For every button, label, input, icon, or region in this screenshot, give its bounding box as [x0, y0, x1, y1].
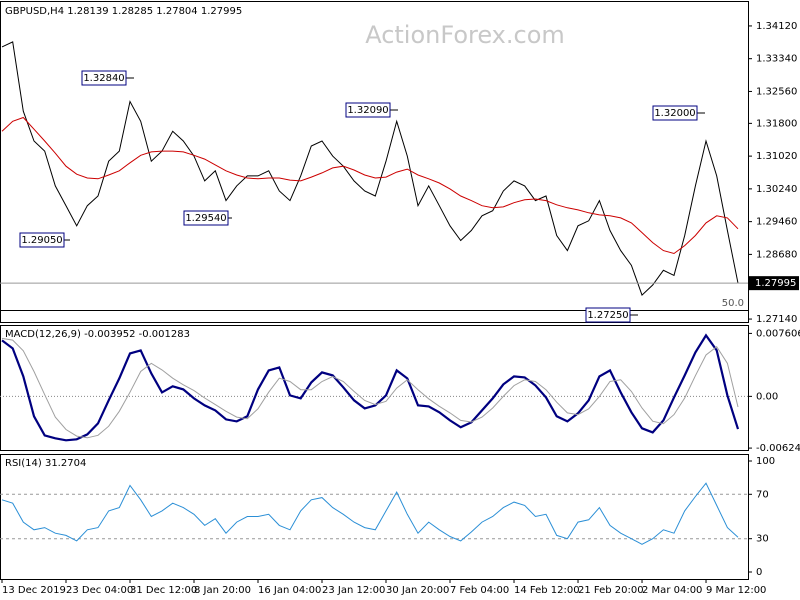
series-line — [1, 116, 739, 255]
y-tick-label: 1.31800 — [756, 118, 797, 129]
annotation-label: 1.27250 — [587, 310, 628, 321]
annotation-box — [81, 70, 127, 86]
y-tick-label: 0 — [756, 567, 762, 578]
fib-label: 50.0 — [722, 298, 744, 309]
annotation-box — [585, 307, 631, 323]
y-tick-label: 1.31020 — [756, 151, 797, 162]
y-tick-label: 0.007606 — [756, 328, 800, 339]
annotation-box — [345, 102, 391, 118]
annotation-box — [19, 232, 65, 248]
series-line — [1, 333, 740, 442]
series-line — [1, 41, 739, 296]
macd-title: MACD(12,26,9) -0.003952 -0.001283 — [5, 329, 190, 340]
y-tick-label: 1.34120 — [756, 21, 797, 32]
annotation-box — [183, 210, 229, 226]
y-tick-label: 30 — [756, 534, 769, 545]
annotation-label: 1.29540 — [185, 213, 226, 224]
x-tick-label: 2 Mar 04:00 — [642, 585, 702, 596]
current-price-box — [749, 276, 799, 291]
y-tick-label: 1.33340 — [756, 54, 797, 65]
x-tick-label: 14 Feb 12:00 — [514, 585, 580, 596]
series-line — [1, 337, 739, 439]
x-tick-label: 21 Feb 20:00 — [578, 585, 644, 596]
annotation-label: 1.32000 — [654, 108, 695, 119]
macd-panel — [0, 325, 749, 451]
y-tick-label: 0.00 — [756, 391, 778, 402]
y-tick-label: -0.006248 — [756, 443, 800, 454]
price-panel — [0, 1, 749, 323]
x-tick-label: 7 Feb 04:00 — [450, 585, 509, 596]
annotation-box — [652, 105, 698, 121]
rsi-panel — [0, 454, 749, 580]
y-tick-label: 1.29460 — [756, 217, 797, 228]
x-tick-label: 31 Dec 12:00 — [130, 585, 197, 596]
watermark: ActionForex.com — [365, 21, 565, 49]
y-tick-label: 1.30240 — [756, 184, 797, 195]
y-tick-label: 1.32560 — [756, 86, 797, 97]
x-tick-label: 23 Jan 12:00 — [322, 585, 385, 596]
x-tick-label: 30 Jan 20:00 — [386, 585, 449, 596]
rsi-title: RSI(14) 31.2704 — [5, 458, 86, 469]
x-tick-label: 9 Mar 12:00 — [706, 585, 766, 596]
x-tick-label: 16 Jan 04:00 — [258, 585, 321, 596]
x-tick-label: 8 Jan 20:00 — [194, 585, 251, 596]
current-price-label: 1.27995 — [755, 278, 796, 289]
y-tick-label: 1.28680 — [756, 249, 797, 260]
x-tick-label: 13 Dec 2019 — [2, 585, 66, 596]
series-line — [1, 482, 739, 545]
annotation-label: 1.29050 — [21, 235, 62, 246]
y-tick-label: 100 — [756, 456, 775, 467]
y-tick-label: 1.27140 — [756, 314, 797, 325]
x-tick-label: 23 Dec 04:00 — [66, 585, 133, 596]
annotation-label: 1.32840 — [83, 73, 124, 84]
y-tick-label: 70 — [756, 489, 769, 500]
chart-title: GBPUSD,H4 1.28139 1.28285 1.27804 1.2799… — [5, 6, 242, 17]
annotation-label: 1.32090 — [347, 105, 388, 116]
